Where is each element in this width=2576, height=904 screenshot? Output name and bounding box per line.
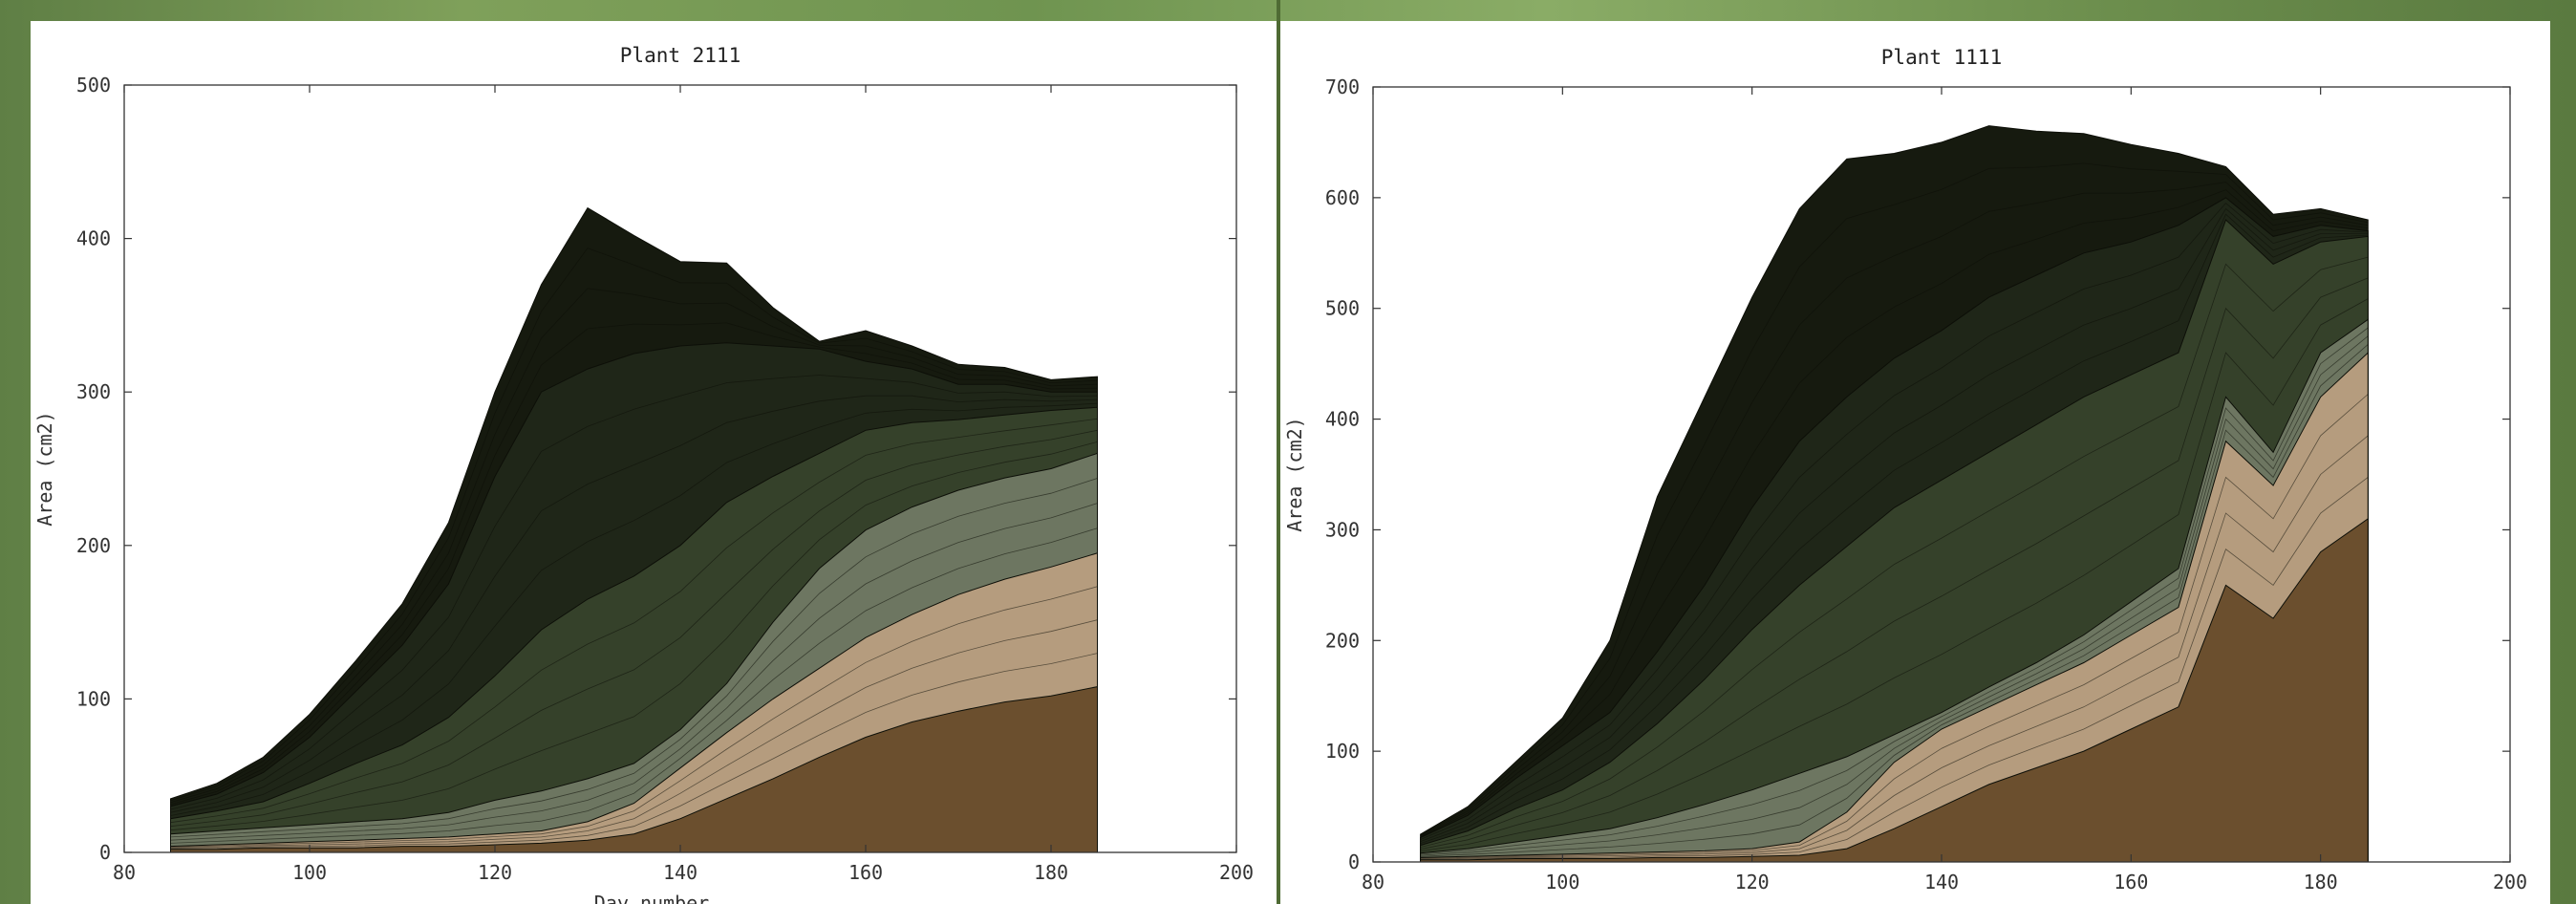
area-contour-line xyxy=(1420,435,2369,859)
area-layer-brown-band xyxy=(170,685,1098,853)
area-contour-line xyxy=(1420,189,2369,837)
y-tick-label: 100 xyxy=(76,687,111,710)
area-contour-line xyxy=(170,653,1098,850)
area-contour-line xyxy=(170,503,1098,841)
y-tick-label: 400 xyxy=(1325,408,1360,431)
area-contour-line xyxy=(170,441,1098,831)
x-axis-label: Day number xyxy=(1856,901,1970,904)
area-contour-line xyxy=(1420,182,2369,837)
area-contour-line xyxy=(1420,207,2369,842)
y-axis-label: Area (cm2) xyxy=(33,411,56,526)
y-tick-label: 200 xyxy=(1325,629,1360,652)
y-tick-label: 700 xyxy=(1325,75,1360,98)
x-tick-label: 180 xyxy=(1034,861,1068,884)
x-tick-label: 120 xyxy=(1735,871,1770,893)
area-contour-line xyxy=(1420,213,2369,844)
area-layers xyxy=(1420,125,2369,863)
x-tick-label: 80 xyxy=(1362,871,1385,893)
area-contour-line xyxy=(170,402,1098,816)
x-tick-label: 160 xyxy=(848,861,883,884)
y-tick-label: 500 xyxy=(76,74,111,97)
x-tick-label: 100 xyxy=(1545,871,1579,893)
y-tick-label: 300 xyxy=(1325,518,1360,541)
area-layer-brown-band xyxy=(1420,517,2369,863)
x-tick-label: 100 xyxy=(292,861,327,884)
area-contour-line xyxy=(170,619,1098,849)
y-tick-label: 0 xyxy=(1348,850,1360,873)
area-contour-line xyxy=(1420,256,2369,848)
chart-plant-1111: Plant 1111 80 100 120 140 160 180 200 0 100 200 300… xyxy=(1283,46,2527,904)
area-contour-line xyxy=(170,248,1098,802)
chart-panel-plant-2111: Plant 2111 80 100 120 140 160 180 200 0 100 200 300… xyxy=(31,21,1277,904)
x-tick-label: 140 xyxy=(663,861,698,884)
area-contour-line xyxy=(1420,344,2369,857)
area-contour-line xyxy=(170,288,1098,804)
area-layers xyxy=(170,206,1098,853)
x-tick-label: 80 xyxy=(113,861,136,884)
area-contour-line xyxy=(170,418,1098,824)
area-contour-line xyxy=(170,375,1098,810)
area-contour-line xyxy=(1420,298,2369,852)
area-contour-line xyxy=(1420,327,2369,855)
x-tick-label: 160 xyxy=(2114,871,2148,893)
y-axis-label: Area (cm2) xyxy=(1283,417,1306,531)
area-contour-line xyxy=(170,395,1098,813)
chart-title: Plant 1111 xyxy=(1881,46,2002,69)
area-contour-line xyxy=(170,478,1098,838)
area-contour-line xyxy=(1420,162,2369,836)
area-contour-line xyxy=(1420,394,2369,859)
panel-divider xyxy=(1277,0,1280,904)
area-contour-line xyxy=(170,322,1098,806)
area-contour-line xyxy=(170,527,1098,844)
x-tick-label: 200 xyxy=(2493,871,2527,893)
x-axis-label: Day number xyxy=(594,892,709,904)
chart-plant-2111: Plant 2111 80 100 120 140 160 180 200 0 100 200 300… xyxy=(33,44,1254,904)
y-tick-label: 300 xyxy=(76,380,111,403)
chart-title: Plant 2111 xyxy=(620,44,741,67)
y-tick-label: 200 xyxy=(76,534,111,557)
x-tick-label: 120 xyxy=(478,861,512,884)
area-contour-line xyxy=(170,429,1098,828)
y-tick-label: 600 xyxy=(1325,186,1360,209)
area-contour-line xyxy=(170,586,1098,848)
x-tick-label: 140 xyxy=(1924,871,1959,893)
area-contour-line xyxy=(1420,335,2369,856)
area-contour-line xyxy=(1420,477,2369,860)
y-tick-label: 400 xyxy=(76,227,111,250)
area-contour-line xyxy=(1420,277,2369,850)
y-tick-label: 100 xyxy=(1325,740,1360,763)
y-tick-label: 0 xyxy=(99,841,111,864)
x-tick-label: 180 xyxy=(2304,871,2338,893)
x-tick-label: 200 xyxy=(1219,861,1254,884)
area-contour-line xyxy=(1420,203,2369,840)
chart-panel-plant-1111: Plant 1111 80 100 120 140 160 180 200 0 100 200 300… xyxy=(1280,21,2550,904)
y-tick-label: 500 xyxy=(1325,297,1360,320)
